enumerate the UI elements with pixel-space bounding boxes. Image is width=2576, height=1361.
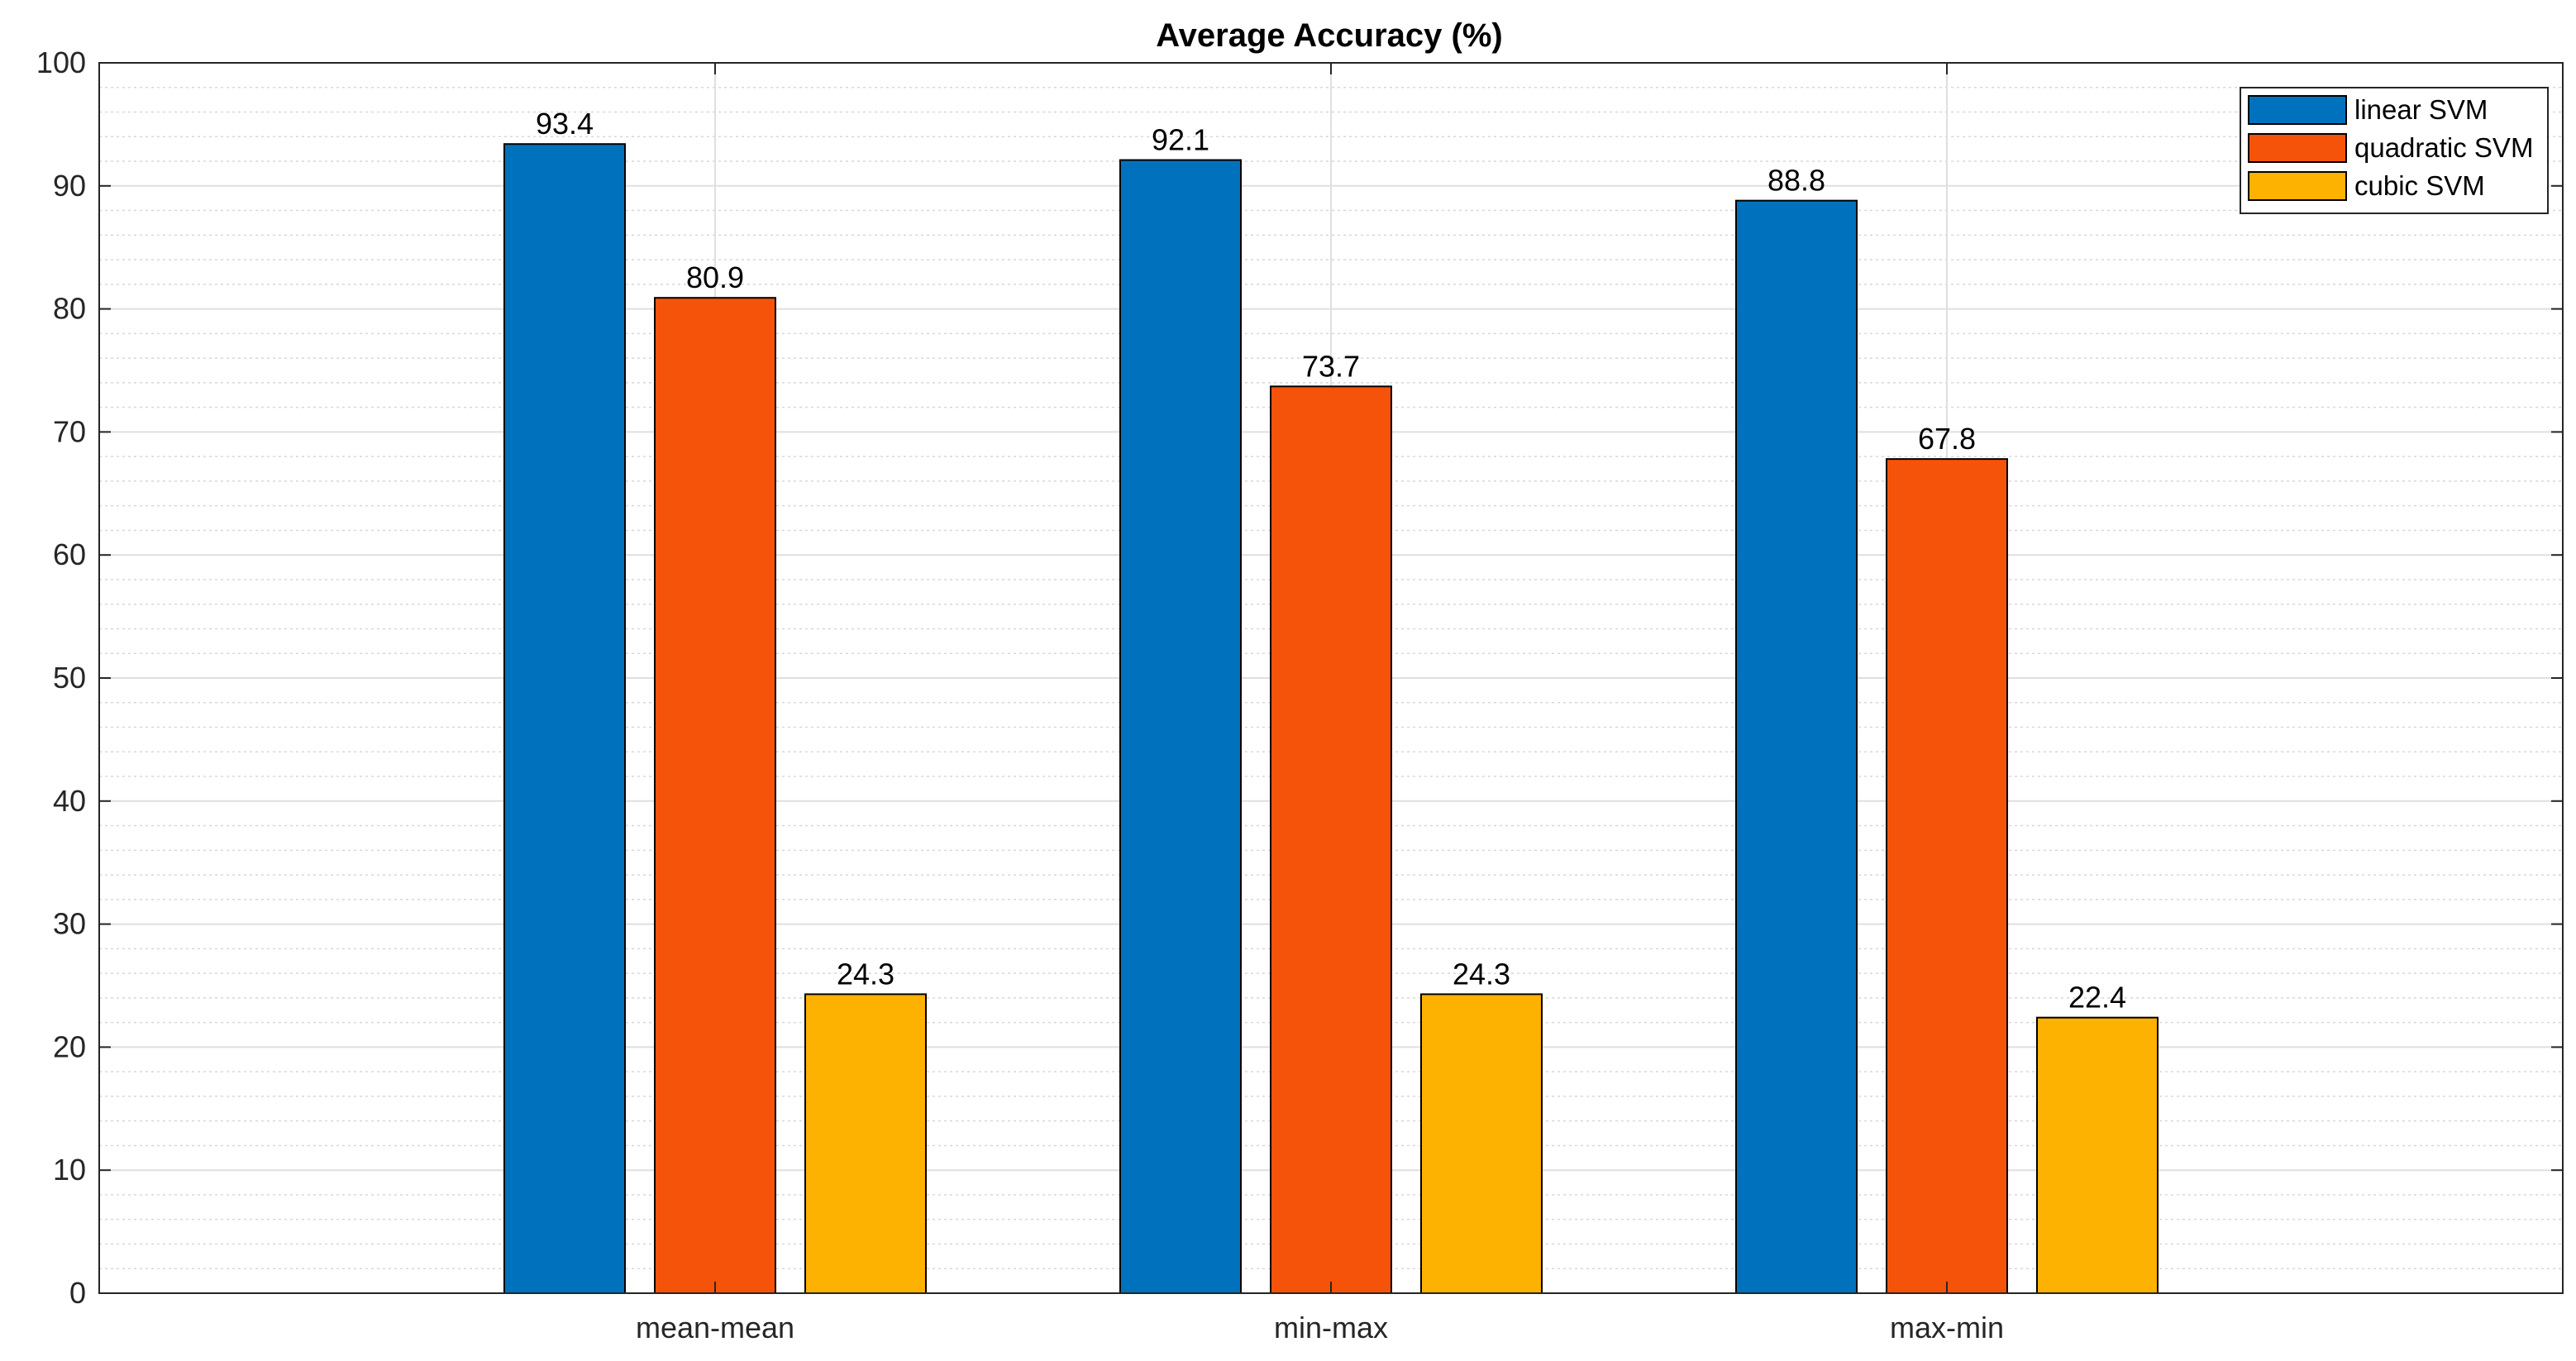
data-label: 80.9 bbox=[686, 260, 744, 294]
y-tick-label: 70 bbox=[53, 414, 86, 448]
x-tick-label: min-max bbox=[1274, 1311, 1388, 1344]
data-label: 93.4 bbox=[536, 107, 594, 141]
x-tick-label: mean-mean bbox=[636, 1311, 794, 1344]
y-tick-label: 0 bbox=[69, 1276, 86, 1310]
data-label: 67.8 bbox=[1918, 422, 1976, 456]
bar-cubic-svm bbox=[1420, 993, 1543, 1295]
bar-cubic-svm bbox=[804, 993, 927, 1295]
legend-swatch bbox=[2248, 95, 2347, 125]
data-label: 22.4 bbox=[2068, 981, 2126, 1015]
data-label: 88.8 bbox=[1767, 164, 1825, 198]
legend-swatch bbox=[2248, 171, 2347, 201]
y-tick-label: 20 bbox=[53, 1029, 86, 1063]
x-tick-label: max-min bbox=[1890, 1311, 2004, 1344]
chart-title: Average Accuracy (%) bbox=[1156, 17, 1502, 54]
data-label: 73.7 bbox=[1302, 349, 1360, 383]
y-tick-label: 90 bbox=[53, 169, 86, 203]
y-tick-label: 80 bbox=[53, 292, 86, 326]
bar-linear-svm bbox=[1735, 199, 1858, 1294]
bar-quadratic-svm bbox=[654, 297, 776, 1294]
y-tick-label: 40 bbox=[53, 784, 86, 818]
bar-quadratic-svm bbox=[1886, 458, 2008, 1294]
legend: linear SVM quadratic SVM cubic SVM bbox=[2240, 87, 2549, 214]
y-tick-label: 100 bbox=[36, 45, 86, 79]
data-label: 24.3 bbox=[837, 957, 894, 991]
y-tick-label: 30 bbox=[53, 907, 86, 941]
legend-label: linear SVM bbox=[2354, 94, 2488, 125]
y-tick-label: 50 bbox=[53, 661, 86, 695]
bar-cubic-svm bbox=[2036, 1016, 2159, 1294]
data-label: 92.1 bbox=[1152, 123, 1209, 157]
data-label: 24.3 bbox=[1453, 957, 1510, 991]
bars bbox=[503, 143, 2159, 1295]
y-tick-label: 10 bbox=[53, 1153, 86, 1187]
bar-linear-svm bbox=[1119, 159, 1242, 1294]
bar-quadratic-svm bbox=[1270, 385, 1392, 1294]
bar-linear-svm bbox=[503, 143, 626, 1294]
y-tick-label: 60 bbox=[53, 537, 86, 571]
axes: 0 10 20 30 40 50 60 70 80 90 100 mean-mean min-max ma… bbox=[36, 45, 2564, 1344]
legend-label: quadratic SVM bbox=[2354, 132, 2533, 163]
data-labels: 93.4 92.1 88.8 80.9 73.7 67.8 24.3 24.3 22.4 bbox=[536, 107, 2126, 1014]
legend-swatch bbox=[2248, 133, 2347, 163]
legend-label: cubic SVM bbox=[2354, 170, 2485, 201]
